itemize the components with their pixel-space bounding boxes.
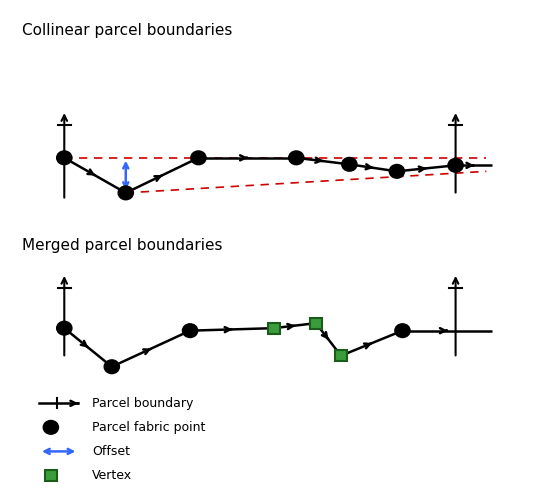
Circle shape [191,151,206,164]
Text: Offset: Offset [92,445,130,458]
Bar [268,323,280,334]
Circle shape [183,324,197,337]
Circle shape [342,158,357,171]
Text: Parcel boundary: Parcel boundary [92,397,193,410]
Circle shape [44,421,58,434]
Text: Merged parcel boundaries: Merged parcel boundaries [22,238,223,253]
Circle shape [289,151,304,164]
Circle shape [395,324,410,337]
Bar [45,470,57,481]
Circle shape [105,360,119,373]
Circle shape [57,322,72,335]
Text: Collinear parcel boundaries: Collinear parcel boundaries [22,23,233,38]
Bar [335,350,347,361]
Circle shape [390,165,404,178]
Circle shape [119,186,133,199]
Text: Parcel fabric point: Parcel fabric point [92,421,206,434]
Bar [310,318,322,329]
Circle shape [57,151,72,164]
Text: Vertex: Vertex [92,469,132,482]
Circle shape [448,159,463,172]
